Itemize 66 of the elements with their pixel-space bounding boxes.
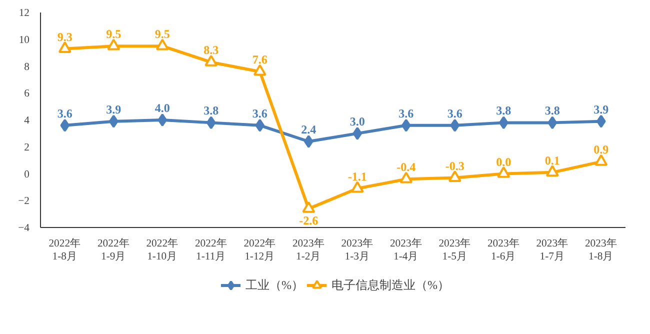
x-tick-label: 2023年 1-2月 [292,238,325,263]
point [546,165,559,177]
x-tick-label: 2022年 1-8月 [48,238,82,263]
point [108,114,118,128]
point [498,116,508,130]
data-label: 3.9 [594,102,609,116]
x-tick-label: 2023年 1-3月 [341,238,374,263]
data-label: 9.5 [106,27,122,42]
y-tick-label: 0 [24,169,30,180]
data-label: 3.8 [496,104,512,118]
x-tick-label: 2023年 1-8月 [584,238,618,263]
x-tick-label: 2023年 1-4月 [390,238,422,263]
point [206,116,216,130]
data-label: 0.0 [496,154,512,169]
data-label: -1.1 [348,170,367,184]
point [302,201,316,213]
data-label: -0.4 [396,160,416,174]
y-tick-label: 12 [18,8,30,19]
y-tick-label: 8 [24,62,30,73]
x-tick-label: 2022年 1-11月 [194,238,228,263]
x-tick-label: 2023年 1-6月 [487,238,520,263]
data-label: -0.3 [445,158,464,173]
data-label: 3.6 [447,106,462,120]
x-tick-label: 2023年 1-5月 [438,238,472,263]
data-label: 0.1 [544,153,560,168]
point [401,118,411,132]
point [497,166,510,178]
data-label: 8.3 [204,43,219,58]
point [60,118,70,132]
data-label: 3.6 [398,106,414,120]
point [255,118,265,132]
y-tick-label: 2 [24,142,30,154]
x-tick-label: 2022年 1-10月 [146,238,179,263]
point [596,114,606,128]
data-label: 3.9 [106,102,122,116]
data-label: -2.6 [299,214,318,228]
x-tick-label: 2022年 1-12月 [244,238,276,263]
y-tick-label: −4 [18,223,30,234]
point [594,154,608,166]
y-tick-label: 6 [24,88,30,100]
point [450,118,460,132]
data-label: 9.5 [154,27,170,42]
data-label: 3.8 [204,104,219,118]
point [400,172,413,184]
data-label: 4.0 [154,101,170,115]
legend-label: 工业（%） [246,276,304,294]
data-label: 7.6 [252,52,268,67]
y-tick-label: 10 [18,34,30,46]
data-label: 3.0 [350,114,365,128]
data-label: 3.6 [57,106,72,120]
data-label: 3.6 [252,106,268,120]
data-label: 2.4 [301,122,316,136]
point [548,116,558,130]
data-label: 9.3 [57,30,72,44]
x-tick-label: 2023年 1-7月 [536,238,569,263]
data-label: 3.8 [544,104,560,118]
y-tick-label: 4 [24,116,30,126]
data-label: 0.9 [594,142,609,157]
legend-label: 电子信息制造业（%） [332,276,450,294]
point [158,114,168,126]
point [352,126,362,140]
point [350,181,364,193]
x-tick-label: 2022年 1-9月 [97,238,130,263]
point [304,135,314,148]
y-tick-label: −2 [18,196,30,208]
point [448,170,462,182]
